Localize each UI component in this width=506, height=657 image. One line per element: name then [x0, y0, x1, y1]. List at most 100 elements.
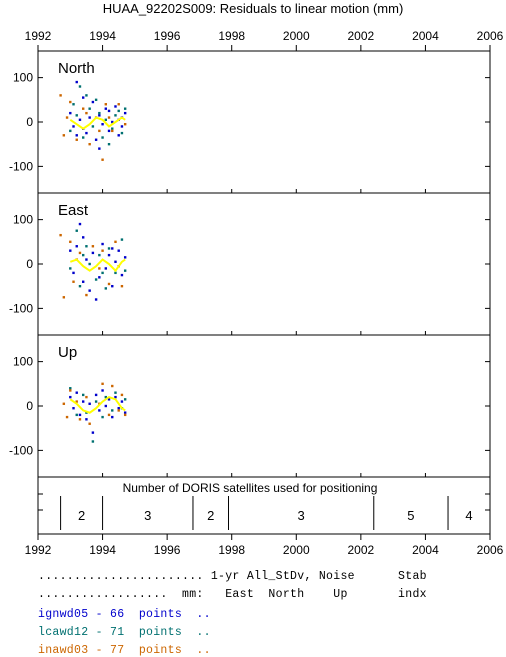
- point-ignwd05: [117, 407, 120, 410]
- point-ignwd05: [104, 267, 107, 270]
- point-lcawd12: [114, 271, 117, 275]
- top-x-tick-label: 1998: [218, 29, 245, 43]
- point-ignwd05: [85, 418, 88, 421]
- point-inawd03: [72, 280, 75, 283]
- smooth-curve: [69, 116, 126, 130]
- point-ignwd05: [72, 125, 75, 128]
- point-ignwd05: [94, 138, 98, 141]
- top-x-tick-label: 2000: [283, 29, 310, 43]
- point-lcawd12: [85, 94, 88, 97]
- point-ignwd05: [98, 409, 101, 412]
- panel-label: Up: [58, 344, 77, 361]
- satellite-count-label: 5: [407, 508, 414, 523]
- point-ignwd05: [75, 245, 78, 248]
- footer-header-1: ....................... 1-yr All_StDv, N…: [38, 570, 427, 583]
- bottom-x-tick-label: 2002: [348, 543, 375, 557]
- point-inawd03: [101, 158, 104, 161]
- point-lcawd12: [85, 411, 88, 414]
- point-inawd03: [88, 142, 91, 146]
- point-inawd03: [85, 111, 88, 115]
- y-tick-label: 0: [26, 115, 33, 129]
- point-inawd03: [88, 422, 91, 425]
- point-inawd03: [78, 251, 82, 255]
- point-inawd03: [85, 293, 88, 297]
- panel-label: North: [58, 60, 95, 77]
- point-ignwd05: [120, 273, 124, 277]
- panel-east: East 100 0 -100: [9, 192, 491, 336]
- point-ignwd05: [78, 118, 82, 121]
- point-ignwd05: [88, 402, 91, 405]
- point-ignwd05: [94, 298, 98, 301]
- point-inawd03: [111, 384, 114, 388]
- point-inawd03: [120, 393, 124, 397]
- point-inawd03: [117, 103, 120, 106]
- point-ignwd05: [98, 114, 101, 117]
- point-ignwd05: [114, 260, 117, 263]
- satellite-count-label: 4: [465, 508, 472, 523]
- point-inawd03: [62, 296, 66, 299]
- bottom-x-axis: 1992 1994 1996 1998 2000 2002 2004 2006: [25, 534, 504, 557]
- point-ignwd05: [123, 111, 127, 115]
- top-x-tick-label: 2002: [348, 29, 375, 43]
- y-tick-label: 100: [13, 355, 33, 369]
- point-ignwd05: [101, 242, 104, 246]
- footer-row-ignwd05: ignwd05 - 66 points ..: [38, 608, 211, 621]
- point-lcawd12: [82, 253, 85, 257]
- point-inawd03: [59, 233, 62, 237]
- point-ignwd05: [98, 276, 101, 279]
- point-inawd03: [98, 267, 101, 270]
- point-lcawd12: [94, 400, 98, 403]
- satellite-count-label: 3: [298, 508, 305, 523]
- point-inawd03: [75, 400, 78, 403]
- point-inawd03: [101, 382, 104, 386]
- point-lcawd12: [88, 262, 91, 266]
- panels-group: North 100 0 -100 East 100 0 -100 Up 100 0 -100: [9, 50, 491, 478]
- point-lcawd12: [114, 391, 117, 394]
- satellite-count-label: 2: [207, 508, 214, 523]
- point-ignwd05: [69, 111, 72, 115]
- point-ignwd05: [82, 400, 85, 403]
- point-lcawd12: [94, 98, 98, 102]
- point-lcawd12: [78, 85, 82, 88]
- bottom-x-tick-label: 1996: [154, 543, 181, 557]
- point-lcawd12: [123, 269, 127, 272]
- y-tick-label: 100: [13, 213, 33, 227]
- point-lcawd12: [69, 129, 72, 133]
- point-ignwd05: [107, 109, 111, 113]
- point-inawd03: [123, 123, 127, 126]
- point-inawd03: [59, 94, 62, 97]
- point-ignwd05: [82, 96, 85, 99]
- point-lcawd12: [101, 271, 104, 275]
- point-ignwd05: [101, 123, 104, 126]
- panel-up: Up 100 0 -100: [9, 334, 491, 478]
- point-lcawd12: [98, 253, 101, 257]
- footer-header-2: .................. mm: East North Up ind…: [38, 588, 427, 601]
- point-ignwd05: [107, 398, 111, 401]
- point-ignwd05: [117, 249, 120, 252]
- satellites-frame: [37, 476, 491, 535]
- point-inawd03: [123, 413, 127, 417]
- point-ignwd05: [78, 413, 82, 417]
- footer-row-lcawd12: lcawd12 - 71 points ..: [38, 626, 211, 639]
- point-ignwd05: [120, 125, 124, 128]
- smooth-curve: [69, 395, 126, 414]
- top-x-tick-label: 1996: [154, 29, 181, 43]
- point-inawd03: [117, 409, 120, 412]
- point-ignwd05: [82, 280, 85, 283]
- point-inawd03: [69, 240, 72, 244]
- point-ignwd05: [72, 271, 75, 275]
- y-tick-label: -100: [9, 443, 33, 457]
- point-ignwd05: [104, 404, 107, 408]
- point-inawd03: [104, 103, 107, 106]
- point-inawd03: [65, 116, 69, 119]
- point-ignwd05: [78, 222, 82, 226]
- point-ignwd05: [120, 400, 124, 403]
- satellite-count-label: 2: [78, 508, 85, 523]
- point-inawd03: [62, 402, 66, 405]
- point-ignwd05: [101, 389, 104, 392]
- point-lcawd12: [72, 103, 75, 106]
- panel-north: North 100 0 -100: [9, 50, 491, 194]
- point-inawd03: [82, 107, 85, 110]
- point-lcawd12: [117, 109, 120, 113]
- point-lcawd12: [91, 125, 95, 128]
